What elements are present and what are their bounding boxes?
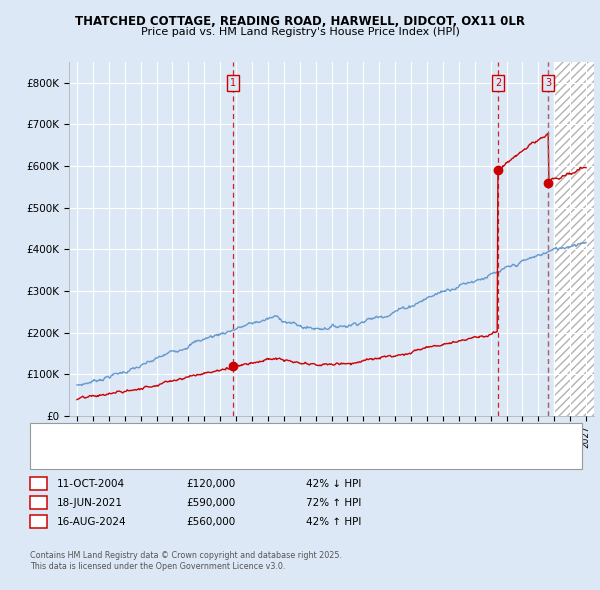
Text: £590,000: £590,000 [186,498,235,507]
Bar [554,62,600,416]
Text: Contains HM Land Registry data © Crown copyright and database right 2025.: Contains HM Land Registry data © Crown c… [30,550,342,559]
Text: ——: —— [39,450,64,463]
Bar [554,62,600,416]
Text: 11-OCT-2004: 11-OCT-2004 [57,479,125,489]
Text: THATCHED COTTAGE, READING ROAD, HARWELL, DIDCOT, OX11 0LR: THATCHED COTTAGE, READING ROAD, HARWELL,… [75,15,525,28]
Text: £120,000: £120,000 [186,479,235,489]
Text: £560,000: £560,000 [186,517,235,526]
Text: 2: 2 [35,498,42,507]
Text: 1: 1 [229,78,236,88]
Text: Price paid vs. HM Land Registry's House Price Index (HPI): Price paid vs. HM Land Registry's House … [140,27,460,37]
Text: 1: 1 [35,479,42,489]
Text: 2: 2 [495,78,501,88]
Text: THATCHED COTTAGE, READING ROAD, HARWELL, DIDCOT, OX11 0LR (semi-detached house): THATCHED COTTAGE, READING ROAD, HARWELL,… [69,431,468,440]
Text: 3: 3 [545,78,551,88]
Bar [554,62,600,416]
Text: ——: —— [39,429,64,442]
Text: This data is licensed under the Open Government Licence v3.0.: This data is licensed under the Open Gov… [30,562,286,571]
Text: HPI: Average price, semi-detached house, Vale of White Horse: HPI: Average price, semi-detached house,… [69,452,338,461]
Text: 42% ↑ HPI: 42% ↑ HPI [306,517,361,526]
Text: 72% ↑ HPI: 72% ↑ HPI [306,498,361,507]
Text: 18-JUN-2021: 18-JUN-2021 [57,498,123,507]
Text: 3: 3 [35,517,42,526]
Text: 16-AUG-2024: 16-AUG-2024 [57,517,127,526]
Text: 42% ↓ HPI: 42% ↓ HPI [306,479,361,489]
